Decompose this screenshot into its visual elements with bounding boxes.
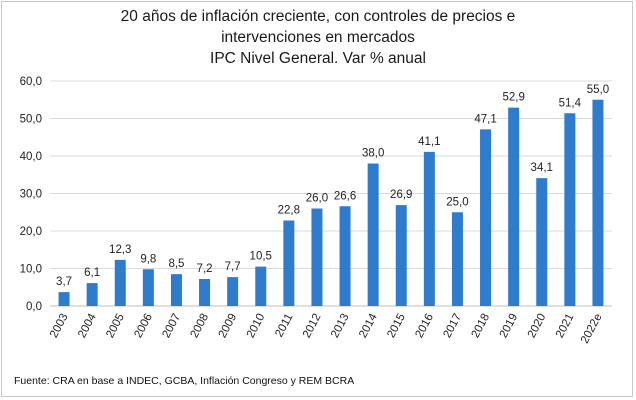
- data-label: 3,7: [56, 276, 72, 288]
- data-label: 26,0: [306, 193, 328, 205]
- bar: [480, 129, 492, 306]
- x-tick-label: 2012: [301, 312, 324, 340]
- bar: [142, 269, 154, 306]
- x-tick-label: 2017: [441, 312, 464, 340]
- bar: [199, 279, 211, 306]
- x-tick-label: 2020: [526, 312, 549, 340]
- data-label: 38,0: [362, 148, 384, 160]
- x-tick-label: 2008: [189, 312, 212, 340]
- bar: [58, 292, 70, 306]
- chart-title: 20 años de inflación creciente, con cont…: [0, 6, 636, 69]
- x-tick-label: 2016: [413, 312, 436, 340]
- bar: [114, 259, 126, 306]
- bar: [227, 277, 239, 306]
- bar: [311, 208, 323, 306]
- data-label: 25,0: [446, 196, 468, 208]
- data-label: 10,5: [250, 251, 272, 263]
- data-label: 51,4: [559, 97, 582, 109]
- x-tick-label: 2015: [385, 312, 408, 340]
- bar: [423, 151, 435, 306]
- x-tick-label: 2003: [48, 312, 71, 340]
- chart-title-line-3: IPC Nivel General. Var % anual: [210, 50, 426, 67]
- x-tick-label: 2010: [245, 312, 268, 340]
- bar: [283, 220, 295, 306]
- x-tick-label: 2022e: [579, 312, 605, 346]
- bar: [508, 107, 520, 306]
- data-label: 52,9: [502, 92, 524, 104]
- data-label: 26,6: [334, 190, 356, 202]
- data-label: 26,9: [390, 189, 412, 201]
- x-tick-label: 2004: [76, 311, 99, 340]
- chart-title-line-2: intervenciones en mercados: [221, 29, 415, 46]
- y-tick-label: 30,0: [20, 189, 42, 201]
- y-tick-label: 20,0: [20, 226, 42, 238]
- y-tick-label: 50,0: [20, 114, 42, 126]
- data-label: 7,2: [197, 263, 213, 275]
- y-tick-label: 10,0: [20, 264, 42, 276]
- data-label: 7,7: [225, 261, 241, 273]
- bar: [536, 178, 548, 306]
- x-tick-label: 2005: [104, 312, 127, 340]
- y-tick-label: 60,0: [20, 76, 42, 88]
- x-tick-label: 2014: [357, 311, 380, 340]
- data-label: 8,5: [168, 258, 184, 270]
- data-label: 22,8: [278, 205, 300, 217]
- chart-title-line-1: 20 años de inflación creciente, con cont…: [120, 8, 516, 25]
- data-label: 6,1: [84, 267, 100, 279]
- x-tick-label: 2018: [470, 312, 493, 340]
- data-label: 41,1: [418, 136, 440, 148]
- y-tick-label: 40,0: [20, 151, 42, 163]
- data-label: 55,0: [587, 84, 609, 96]
- source-note: Fuente: CRA en base a INDEC, GCBA, Infla…: [14, 375, 355, 387]
- bar: [564, 113, 576, 306]
- x-tick-label: 2021: [554, 312, 577, 340]
- data-label: 9,8: [140, 253, 156, 265]
- bar: [451, 212, 463, 306]
- y-tick-label: 0,0: [26, 301, 42, 313]
- x-tick-label: 2019: [498, 312, 521, 340]
- x-tick-label: 2011: [273, 312, 295, 339]
- data-label: 34,1: [531, 162, 553, 174]
- bar: [255, 266, 267, 306]
- bar: [367, 163, 379, 306]
- x-tick-label: 2007: [160, 312, 183, 340]
- bar: [339, 206, 351, 306]
- data-label: 47,1: [474, 113, 496, 125]
- x-tick-label: 2006: [132, 312, 155, 340]
- x-tick-label: 2009: [217, 312, 240, 340]
- bar: [395, 205, 407, 306]
- data-label: 12,3: [109, 244, 131, 256]
- bar: [170, 274, 182, 306]
- x-tick-label: 2013: [329, 312, 352, 340]
- bar: [592, 99, 604, 306]
- bar: [86, 283, 98, 306]
